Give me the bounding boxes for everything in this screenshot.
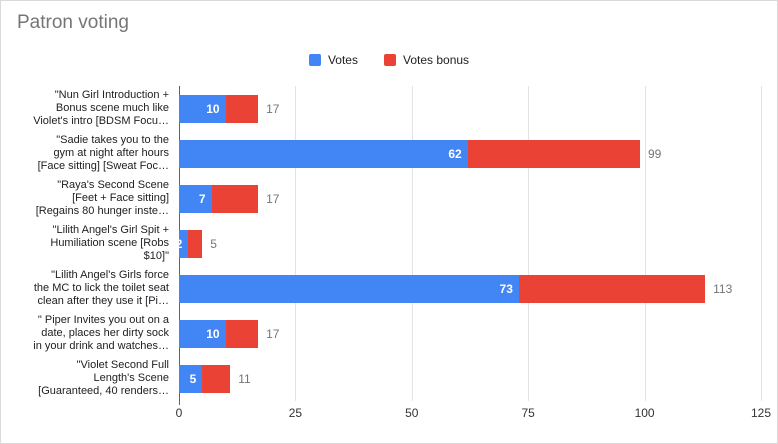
gridline (644, 86, 646, 401)
votes-bonus-bar-segment (211, 184, 259, 213)
x-tick-label: 125 (750, 406, 772, 420)
category-label: "Lilith Angel's Girls force the MC to li… (33, 269, 169, 307)
chart-title: Patron voting (17, 12, 129, 33)
chart-body: "Nun Girl Introduction + Bonus scene muc… (1, 86, 762, 405)
gridline (528, 86, 530, 401)
votes-value-label: 10 (206, 326, 220, 341)
total-value-label: 113 (713, 281, 733, 296)
stacked-bar: 10 17 (179, 94, 761, 123)
votes-value-label: 5 (189, 371, 197, 386)
votes-bar-segment: 73 (179, 274, 519, 303)
votes-value-label: 7 (198, 191, 206, 206)
votes-bar-segment: 10 (179, 94, 226, 123)
category-label: "Sadie takes you to the gym at night aft… (37, 134, 169, 172)
stacked-bar: 5 11 (179, 364, 761, 393)
votes-bonus-bar-segment (225, 94, 259, 123)
votes-bonus-bar-segment (518, 274, 706, 303)
votes-bonus-bar-segment (202, 364, 231, 393)
x-tick-label: 50 (405, 406, 419, 420)
votes-bar-segment: 62 (179, 139, 468, 168)
votes-bar-segment: 10 (179, 319, 226, 348)
legend-item-votes: Votes (308, 53, 358, 67)
x-tick-label: 25 (288, 406, 303, 420)
votes-bonus-bar-segment (188, 229, 203, 258)
category-label: " Piper Invites you out on a date, place… (33, 314, 169, 352)
chart-row: 10 17 (179, 311, 761, 356)
legend: Votes Votes bonus (1, 53, 777, 67)
gridline (411, 86, 413, 401)
votes-bonus-bar-segment (225, 319, 259, 348)
votes-value-label: 10 (206, 101, 220, 116)
chart-row: 5 11 (179, 356, 761, 401)
votes-value-label: 62 (448, 146, 462, 161)
votes-bonus-bar-segment (467, 139, 640, 168)
gridline (761, 86, 762, 401)
total-value-label: 99 (647, 146, 662, 161)
votes-bar-segment: 7 (179, 184, 212, 213)
legend-item-votes-bonus: Votes bonus (383, 53, 470, 67)
chart-row: 62 99 (179, 131, 761, 176)
stacked-bar: 7 17 (179, 184, 761, 213)
legend-label-votes: Votes (327, 53, 358, 67)
stacked-bar: 62 99 (179, 139, 761, 168)
chart-row: 10 17 (179, 86, 761, 131)
chart-row: 7 17 (179, 176, 761, 221)
category-label: "Lilith Angel's Girl Spit + Humiliation … (50, 224, 169, 262)
category-label: "Violet Second Full Length's Scene [Guar… (38, 359, 169, 397)
votes-value-label: 2 (175, 236, 183, 251)
stacked-bar: 73 113 (179, 274, 761, 303)
category-labels: "Nun Girl Introduction + Bonus scene muc… (1, 86, 179, 401)
plot-area: 10 17 62 99 7 17 2 5 73 113 10 17 5 11 (175, 86, 762, 405)
gridline (295, 86, 297, 401)
votes-swatch-icon (308, 54, 321, 66)
x-axis: 0 25 50 75 100 125 (175, 401, 771, 421)
votes-bar-segment: 2 (175, 229, 189, 258)
total-value-label: 5 (210, 236, 217, 251)
x-tick-label: 75 (521, 406, 535, 420)
total-value-label: 17 (266, 101, 280, 116)
total-value-label: 11 (238, 371, 251, 386)
stacked-bar: 10 17 (179, 319, 761, 348)
x-tick-label: 0 (175, 406, 183, 420)
total-value-label: 17 (266, 191, 280, 206)
votes-bonus-swatch-icon (383, 54, 396, 66)
total-value-label: 17 (266, 326, 280, 341)
category-label: "Raya's Second Scene [Feet + Face sittin… (35, 179, 169, 217)
legend-label-votes-bonus: Votes bonus (402, 53, 470, 67)
category-label: "Nun Girl Introduction + Bonus scene muc… (33, 89, 169, 127)
votes-value-label: 73 (499, 281, 513, 296)
x-tick-label: 100 (634, 406, 655, 420)
votes-bar-segment: 5 (179, 364, 203, 393)
chart-row: 73 113 (179, 266, 761, 311)
